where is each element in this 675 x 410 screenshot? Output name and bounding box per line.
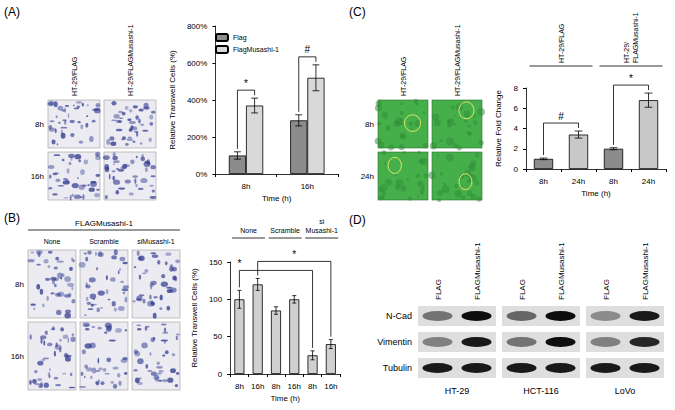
svg-text:FLAGMusashi-1: FLAGMusashi-1: [641, 242, 650, 300]
svg-text:FLAGMusashi-1: FLAGMusashi-1: [557, 242, 566, 300]
svg-text:24h: 24h: [361, 172, 374, 181]
svg-text:si: si: [319, 218, 325, 225]
svg-text:8h: 8h: [35, 120, 44, 129]
svg-text:Vimentin: Vimentin: [377, 337, 412, 347]
svg-text:siMusashi-1: siMusashi-1: [137, 238, 174, 245]
svg-text:#: #: [558, 111, 564, 122]
svg-text:(A): (A): [4, 5, 20, 19]
svg-text:*: *: [629, 73, 633, 84]
svg-text:24h: 24h: [572, 177, 585, 186]
svg-text:HT-29/: HT-29/: [623, 42, 630, 63]
svg-text:16h: 16h: [11, 352, 24, 361]
svg-text:Relative Transwell Cells (%): Relative Transwell Cells (%): [190, 268, 199, 368]
svg-text:HT-29/FLAGMusashi-1: HT-29/FLAGMusashi-1: [454, 24, 461, 96]
svg-text:HT-29/FLAG: HT-29/FLAG: [71, 57, 78, 96]
svg-text:8: 8: [514, 84, 519, 93]
svg-text:FLAG: FLAG: [602, 279, 611, 300]
svg-text:16h: 16h: [324, 382, 337, 391]
svg-text:8h: 8h: [15, 280, 24, 289]
svg-text:0: 0: [514, 165, 519, 174]
svg-text:200%: 200%: [187, 133, 207, 142]
svg-text:Tubulin: Tubulin: [383, 363, 412, 373]
svg-text:N-Cad: N-Cad: [386, 311, 412, 321]
svg-text:0%: 0%: [196, 170, 208, 179]
svg-text:16h: 16h: [301, 182, 314, 191]
svg-text:FLAGMusashi-1: FLAGMusashi-1: [632, 12, 639, 63]
svg-text:2: 2: [514, 144, 519, 153]
svg-text:8h: 8h: [539, 177, 548, 186]
svg-text:HT-29/FLAG: HT-29/FLAG: [558, 24, 565, 63]
svg-text:None: None: [240, 227, 257, 234]
svg-text:FLAGMusashi-1: FLAGMusashi-1: [473, 242, 482, 300]
svg-text:Relative Fold Change: Relative Fold Change: [494, 89, 503, 166]
svg-text:*: *: [237, 258, 241, 269]
svg-text:LoVo: LoVo: [615, 386, 636, 396]
svg-text:Time (h): Time (h): [262, 194, 292, 203]
svg-text:*: *: [292, 249, 296, 260]
svg-text:Scramble: Scramble: [89, 238, 119, 245]
svg-text:800%: 800%: [187, 22, 207, 31]
svg-text:HT-29/FLAGMusashi-1: HT-29/FLAGMusashi-1: [127, 24, 134, 96]
svg-text:Flag: Flag: [233, 34, 247, 42]
svg-text:8h: 8h: [609, 177, 618, 186]
svg-text:8h: 8h: [365, 120, 374, 129]
svg-text:Scramble: Scramble: [270, 227, 300, 234]
svg-text:FlagMusashi-1: FlagMusashi-1: [233, 46, 279, 54]
svg-text:0: 0: [218, 370, 223, 379]
svg-text:24h: 24h: [642, 177, 655, 186]
svg-text:8h: 8h: [242, 182, 251, 191]
svg-text:HCT-116: HCT-116: [523, 386, 558, 396]
svg-text:Relative Transwell Cells (%): Relative Transwell Cells (%): [168, 50, 177, 150]
svg-text:4: 4: [514, 124, 519, 133]
svg-text:150: 150: [209, 258, 223, 267]
svg-text:50: 50: [213, 332, 222, 341]
svg-text:6: 6: [514, 104, 519, 113]
svg-text:FLAG: FLAG: [518, 279, 527, 300]
svg-text:HT-29/FLAG: HT-29/FLAG: [400, 57, 407, 96]
svg-text:FLAG: FLAG: [434, 279, 443, 300]
svg-text:None: None: [44, 238, 61, 245]
svg-text:(C): (C): [349, 5, 366, 19]
svg-text:600%: 600%: [187, 59, 207, 68]
svg-text:8h: 8h: [308, 382, 317, 391]
svg-text:16h: 16h: [288, 382, 301, 391]
svg-text:HT-29: HT-29: [445, 386, 470, 396]
svg-text:(D): (D): [349, 213, 366, 227]
svg-text:8h: 8h: [272, 382, 281, 391]
svg-text:Time (h): Time (h): [270, 394, 300, 403]
svg-text:8h: 8h: [235, 382, 244, 391]
svg-text:16h: 16h: [251, 382, 264, 391]
svg-text:#: #: [305, 44, 311, 55]
svg-text:400%: 400%: [187, 96, 207, 105]
svg-text:FLAGMusashi-1: FLAGMusashi-1: [75, 219, 133, 228]
svg-text:100: 100: [209, 295, 223, 304]
svg-text:16h: 16h: [31, 172, 44, 181]
svg-text:*: *: [244, 78, 248, 89]
svg-text:Musashi-1: Musashi-1: [306, 227, 338, 234]
svg-text:Time (h): Time (h): [581, 189, 611, 198]
svg-text:(B): (B): [4, 211, 20, 225]
